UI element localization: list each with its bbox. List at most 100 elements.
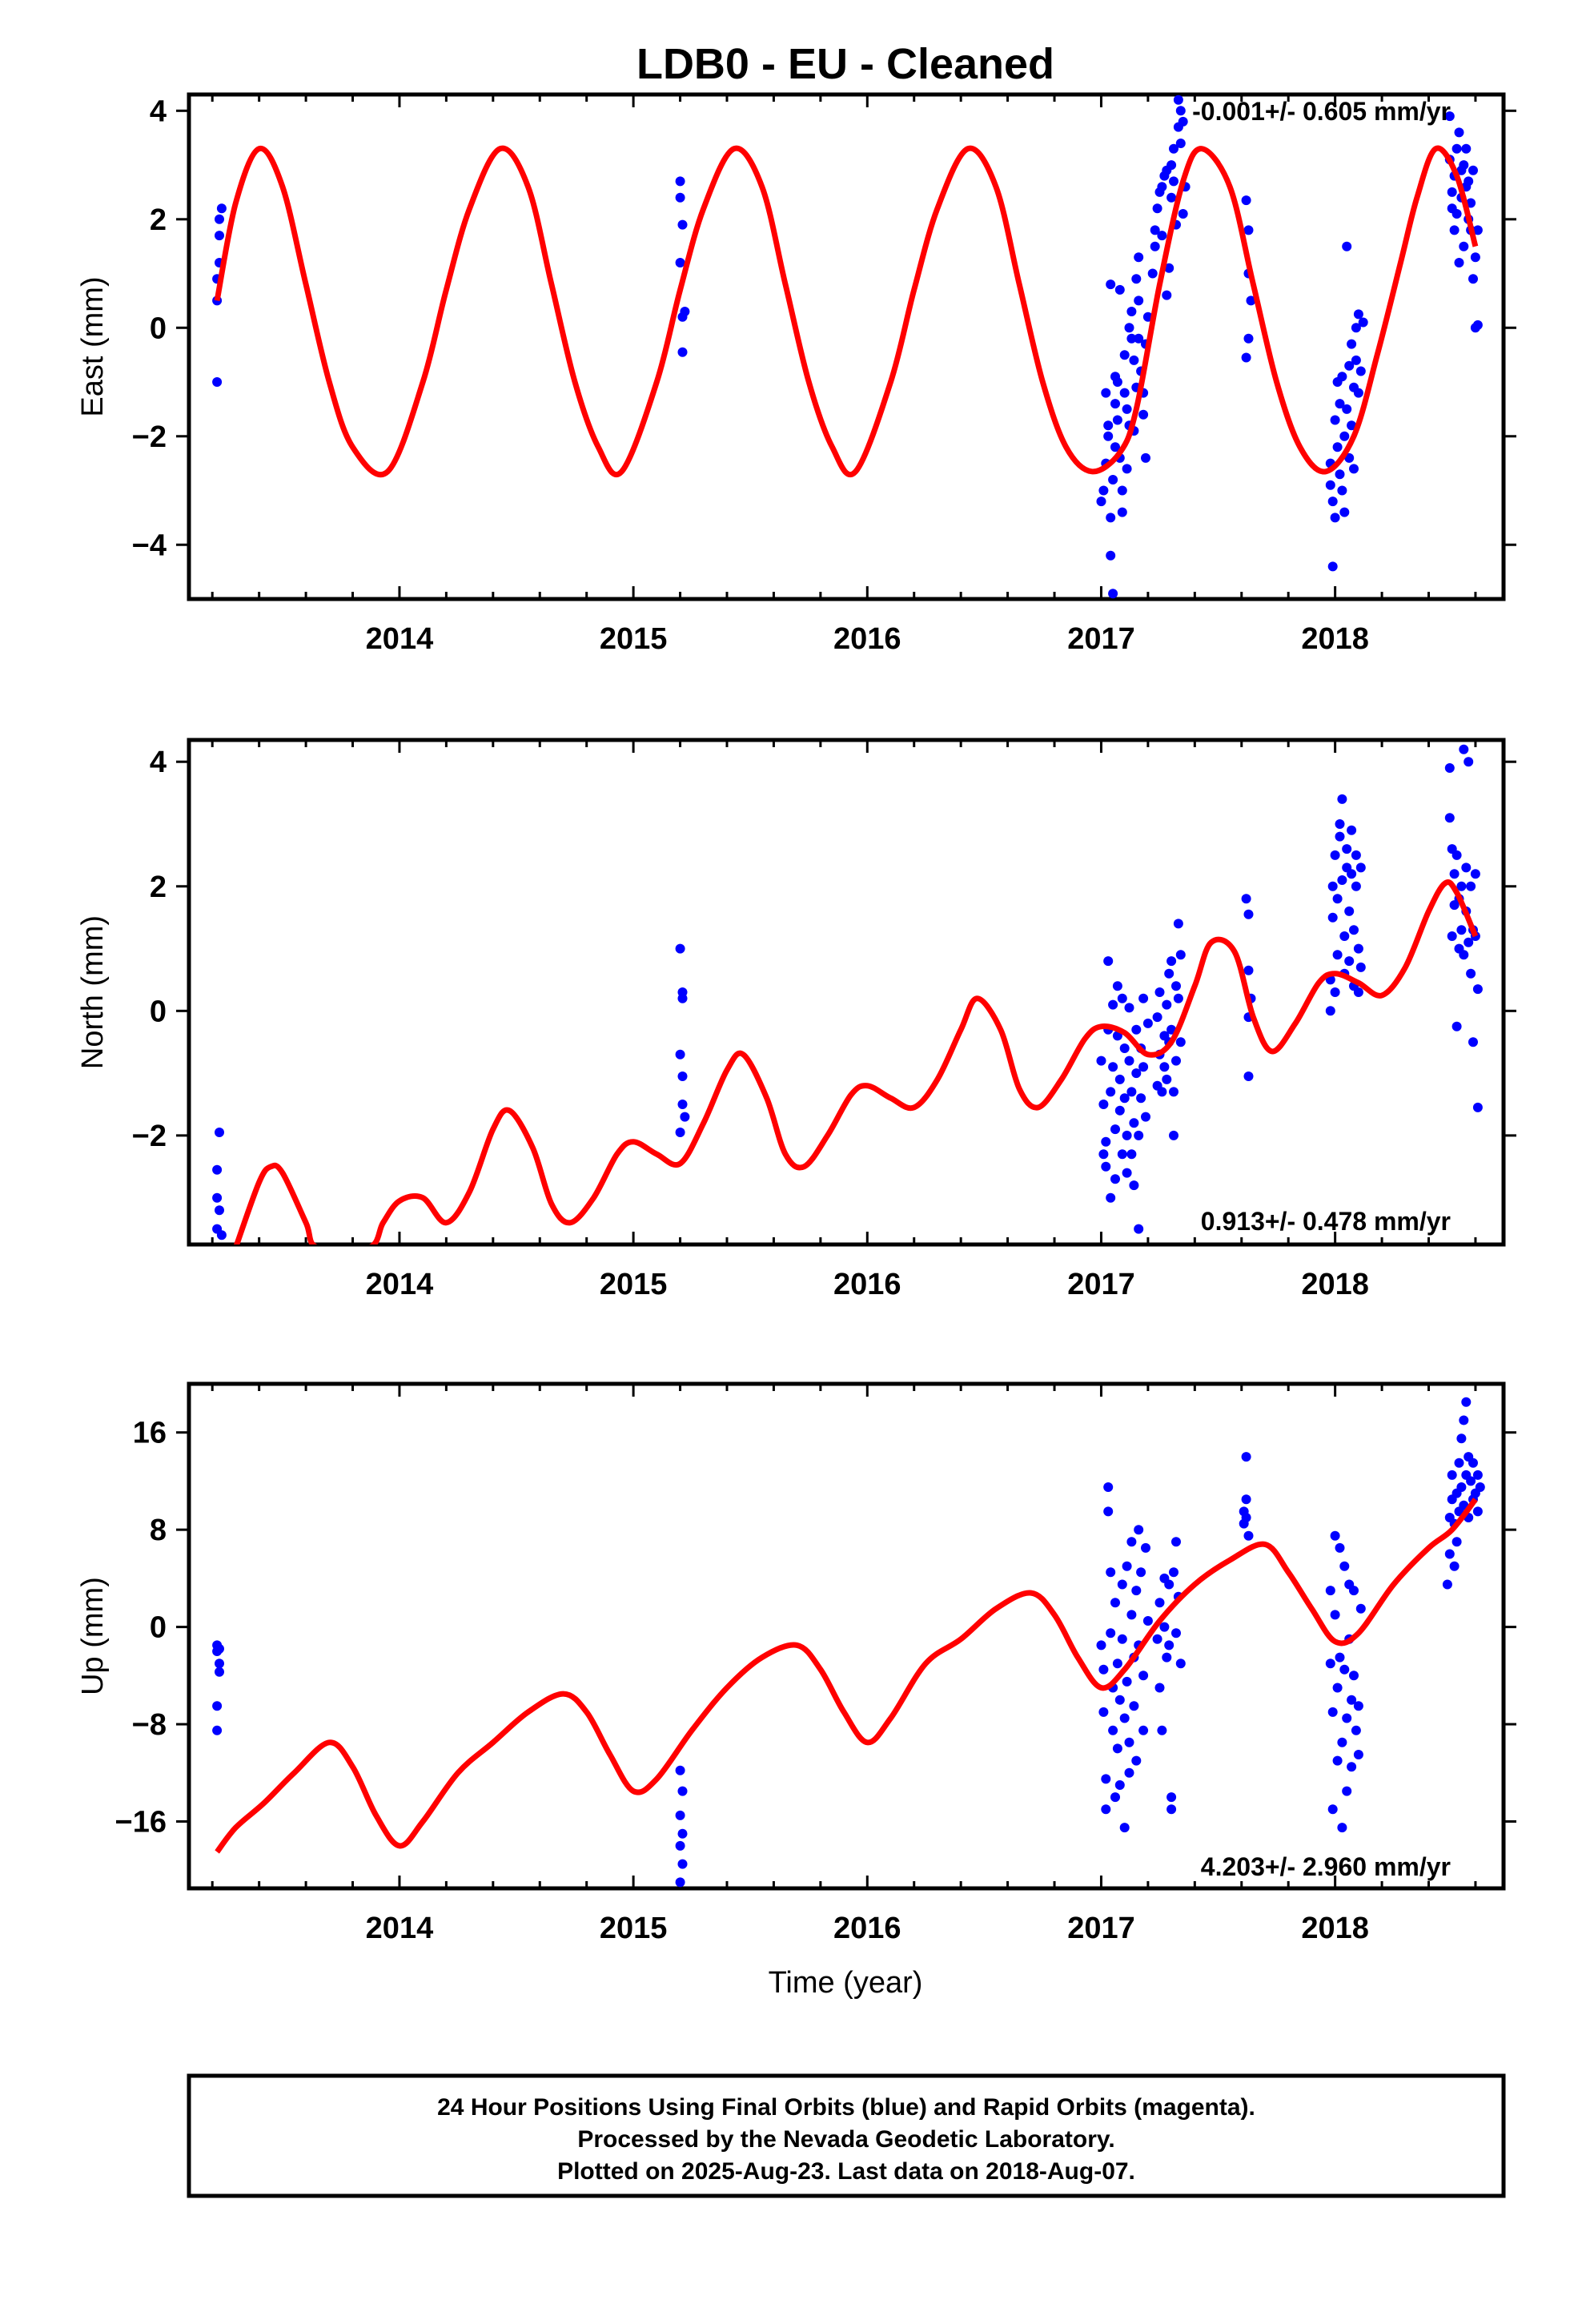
east-data-point (1138, 409, 1149, 420)
up-ytick-label: 8 (150, 1514, 167, 1547)
north-data-point (1456, 881, 1467, 891)
east-data-point (675, 176, 685, 187)
north-data-point (1134, 1224, 1144, 1234)
north-data-point (1327, 881, 1338, 891)
north-data-point (1171, 1055, 1181, 1066)
east-data-point (1447, 187, 1457, 197)
north-data-point (1452, 1021, 1462, 1031)
east-data-point (677, 347, 688, 357)
north-data-point (1108, 1062, 1118, 1072)
up-data-point (1159, 1622, 1170, 1632)
east-data-point (1468, 165, 1478, 175)
east-data-point (1355, 366, 1366, 376)
east-xtick-label: 2015 (600, 622, 668, 656)
north-data-point (1136, 1093, 1146, 1104)
east-data-point (1452, 209, 1462, 219)
east-data-point (1337, 485, 1347, 496)
north-model-curve (234, 879, 1479, 1244)
east-data-point (1459, 160, 1469, 171)
east-data-point (1166, 160, 1177, 171)
chart-title: LDB0 - EU - Cleaned (636, 40, 1054, 88)
east-data-point (1122, 464, 1132, 474)
up-panel: 2014 2015 2016 2017 2018 16 8 0 −8 −16 Up (mm) 4.20… (76, 1381, 1516, 1945)
north-data-point (1129, 1180, 1139, 1191)
north-data-point (675, 1128, 685, 1137)
up-data-point (677, 1786, 688, 1796)
up-data-point (1475, 1482, 1485, 1492)
up-data-point (677, 1859, 688, 1869)
north-data-point (1114, 1074, 1125, 1084)
east-data-point (1173, 94, 1183, 105)
up-data-point (1136, 1567, 1146, 1578)
east-data-point (1103, 431, 1114, 441)
north-data-point (675, 1049, 685, 1059)
up-y-axis-label: Up (mm) (76, 1577, 110, 1695)
north-data-point (1472, 984, 1483, 995)
up-data-point (1131, 1586, 1142, 1596)
up-data-point (1162, 1652, 1172, 1663)
up-data-point (1164, 1579, 1174, 1590)
east-data-point (1106, 513, 1116, 523)
east-data-point (1108, 589, 1118, 599)
north-data-point (1154, 987, 1165, 997)
up-data-point (1442, 1579, 1452, 1590)
north-data-point (1351, 881, 1361, 891)
east-data-point (1122, 404, 1132, 414)
east-data-point (1112, 415, 1122, 425)
up-data-point (1353, 1701, 1363, 1711)
up-data-point (675, 1840, 685, 1851)
east-data-point (1339, 431, 1350, 441)
north-data-point (1175, 950, 1186, 960)
east-data-point (1166, 192, 1177, 203)
east-data-point (1110, 442, 1120, 452)
east-data-point (1472, 320, 1483, 330)
east-rate-annotation: -0.001+/- 0.605 mm/yr (1192, 97, 1451, 126)
up-data-point (1175, 1659, 1186, 1669)
east-data-point (1353, 388, 1363, 398)
north-data-point (1141, 1112, 1150, 1122)
north-data-point (1131, 1024, 1142, 1035)
east-plot-frame (187, 92, 1506, 601)
east-data-point (1117, 507, 1127, 517)
east-data-point (680, 307, 690, 316)
north-data-point (215, 1128, 224, 1137)
up-data-point (1337, 1823, 1347, 1833)
up-data-point (1339, 1664, 1350, 1675)
east-data-point (1351, 355, 1361, 365)
up-data-point (1138, 1725, 1149, 1735)
north-data-point (1152, 1012, 1162, 1023)
up-data-point (1339, 1561, 1350, 1571)
east-data-point (1157, 231, 1167, 241)
up-data-point (1112, 1659, 1122, 1669)
east-xtick-label: 2017 (1067, 622, 1135, 656)
north-data-point (1466, 881, 1476, 891)
up-data-point (1119, 1823, 1130, 1833)
up-data-point (1152, 1634, 1162, 1644)
east-data-point (1169, 143, 1178, 154)
up-data-point (1164, 1640, 1174, 1651)
north-data-point (1472, 1102, 1483, 1112)
north-data-point (1351, 850, 1361, 860)
up-data-point (1103, 1482, 1114, 1492)
east-data-point (1096, 497, 1106, 507)
north-data-point (1166, 956, 1177, 967)
north-data-point (1157, 1087, 1167, 1097)
up-xtick-label: 2018 (1301, 1912, 1369, 1945)
up-data-point (1347, 1695, 1357, 1705)
north-data-point (1444, 763, 1455, 773)
north-data-point (1124, 1003, 1134, 1013)
up-data-point (675, 1810, 685, 1820)
north-data-point (680, 1112, 690, 1122)
up-data-point (677, 1828, 688, 1839)
east-data-point (1452, 143, 1462, 154)
east-data-point (1150, 241, 1160, 251)
up-data-point (1126, 1610, 1137, 1620)
north-data-point (1241, 894, 1251, 904)
up-data-point (1117, 1579, 1127, 1590)
east-data-point (675, 192, 685, 203)
north-ytick-label: 4 (150, 746, 167, 779)
east-data-point (212, 377, 223, 387)
north-data-point (1349, 925, 1359, 935)
up-data-point (1332, 1755, 1343, 1766)
east-data-point (1444, 111, 1455, 122)
